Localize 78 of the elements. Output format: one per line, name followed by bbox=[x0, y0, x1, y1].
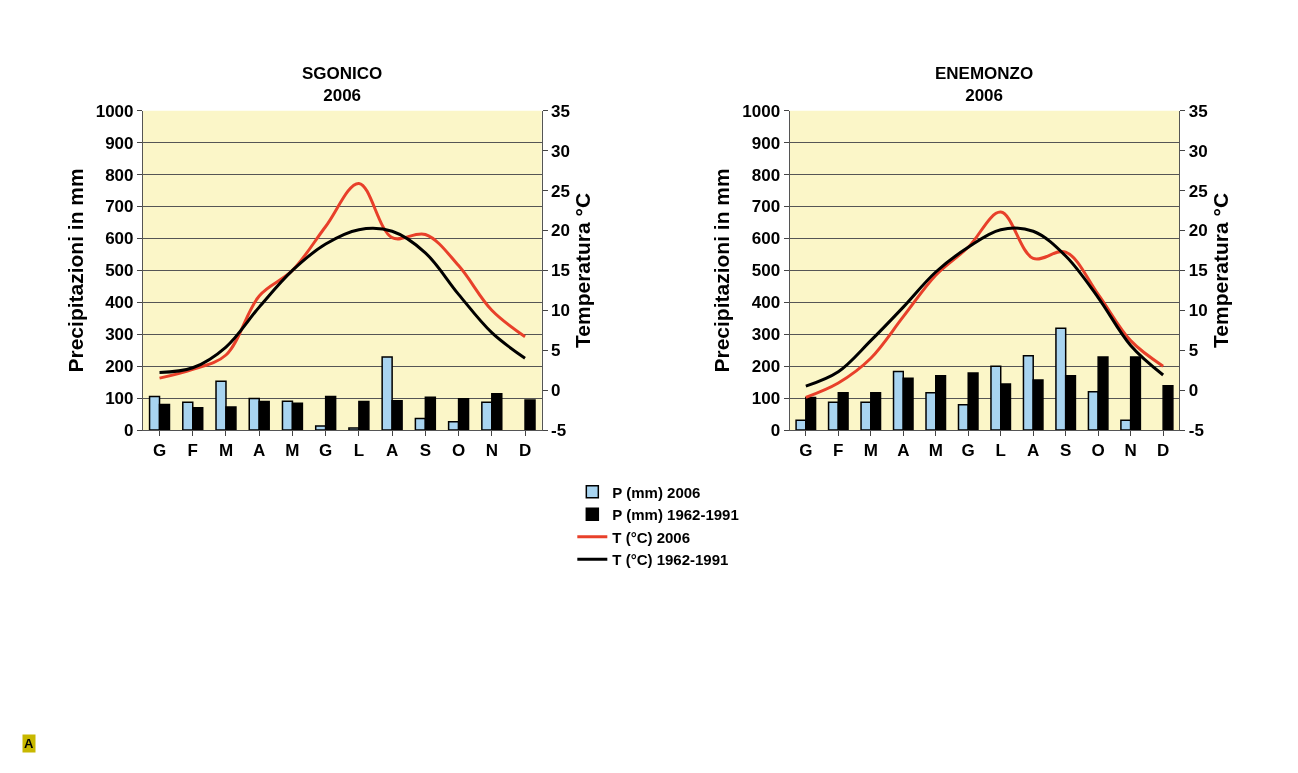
x-tick-label: G bbox=[152, 441, 167, 461]
x-tick-label: G bbox=[799, 441, 813, 461]
y-tick-label: 400 bbox=[751, 293, 781, 313]
y-tick-label: 600 bbox=[105, 229, 134, 249]
x-tick-label: O bbox=[1091, 441, 1105, 461]
legend-label: P (mm) 2006 bbox=[612, 483, 701, 501]
legend-label: T (°C) 1962-1991 bbox=[612, 551, 729, 569]
y-axis-title: Precipitazioni in mm bbox=[710, 168, 734, 373]
y-tick-label: 800 bbox=[751, 165, 781, 185]
x-tick-label: M bbox=[863, 441, 878, 461]
y2-tick-label: 35 bbox=[551, 101, 570, 121]
y-tick-label: 300 bbox=[751, 325, 781, 345]
legend-label: T (°C) 2006 bbox=[612, 528, 691, 546]
legend-label: P (mm) 1962-1991 bbox=[612, 506, 739, 524]
y-tick-label: 0 bbox=[770, 420, 781, 440]
y2-tick-label: 30 bbox=[551, 141, 570, 161]
y2-tick-label: 30 bbox=[1188, 141, 1208, 161]
x-tick-label: A bbox=[897, 441, 910, 461]
y2-tick-label: 5 bbox=[1188, 341, 1199, 361]
x-tick-label: S bbox=[1060, 441, 1072, 461]
y2-tick-label: 20 bbox=[1188, 221, 1208, 241]
y-tick-label: 100 bbox=[751, 389, 781, 409]
y2-tick-label: 25 bbox=[551, 181, 570, 201]
y-tick-label: 1000 bbox=[742, 101, 781, 121]
y-tick-label: 200 bbox=[105, 357, 134, 377]
bar bbox=[524, 399, 536, 431]
y-tick-label: 200 bbox=[751, 357, 781, 377]
y-tick-label: 800 bbox=[105, 165, 134, 185]
x-tick-label: F bbox=[833, 441, 844, 461]
x-tick-label: N bbox=[1124, 441, 1137, 461]
y-tick-label: 1000 bbox=[95, 101, 134, 121]
bar bbox=[1162, 384, 1174, 431]
y-tick-label: 600 bbox=[751, 229, 781, 249]
x-tick-label: D bbox=[1156, 441, 1170, 461]
x-tick-label: G bbox=[319, 441, 333, 461]
chart-title: ENEMONZO 2006 bbox=[935, 64, 1034, 106]
x-tick-label: L bbox=[353, 441, 365, 461]
y2-tick-label: 20 bbox=[551, 221, 570, 241]
x-tick-label: A bbox=[385, 441, 399, 461]
y2-tick-label: 15 bbox=[551, 261, 570, 281]
y-tick-label: 400 bbox=[105, 293, 134, 313]
y2-tick-label: 10 bbox=[1188, 301, 1208, 321]
x-tick-label: M bbox=[285, 441, 300, 461]
y-tick-label: 900 bbox=[751, 133, 781, 153]
y2-axis-title: Temperatura °C bbox=[1208, 192, 1232, 348]
y2-tick-label: -5 bbox=[551, 420, 567, 440]
chart-title: SGONICO 2006 bbox=[302, 64, 383, 106]
y2-tick-label: 35 bbox=[1188, 101, 1208, 121]
y2-tick-label: -5 bbox=[1188, 420, 1204, 440]
y-tick-label: 900 bbox=[105, 133, 134, 153]
x-tick-label: A bbox=[1027, 441, 1040, 461]
y2-axis-title: Temperatura °C bbox=[571, 192, 595, 348]
y2-tick-label: 0 bbox=[1188, 381, 1199, 401]
x-tick-label: M bbox=[218, 441, 234, 461]
y-tick-label: 0 bbox=[124, 420, 134, 440]
y2-tick-label: 25 bbox=[1188, 181, 1208, 201]
x-tick-label: A bbox=[253, 441, 266, 461]
y-tick-label: 100 bbox=[105, 389, 134, 409]
y-tick-label: 500 bbox=[105, 261, 134, 281]
y-axis-title: Precipitazioni in mm bbox=[63, 168, 87, 373]
x-tick-label: N bbox=[485, 441, 498, 461]
x-tick-label: M bbox=[928, 441, 943, 461]
y-tick-label: 500 bbox=[751, 261, 781, 281]
x-tick-label: O bbox=[451, 441, 466, 461]
y2-tick-label: 5 bbox=[551, 341, 561, 361]
y2-tick-label: 0 bbox=[551, 381, 561, 401]
x-tick-label: L bbox=[995, 441, 1006, 461]
y-tick-label: 300 bbox=[105, 325, 134, 345]
x-tick-label: D bbox=[518, 441, 532, 461]
text: A bbox=[24, 736, 34, 751]
x-tick-label: S bbox=[419, 441, 432, 461]
line-series bbox=[158, 181, 527, 380]
y-tick-label: 700 bbox=[105, 197, 134, 217]
x-tick-label: G bbox=[961, 441, 975, 461]
y2-tick-label: 15 bbox=[1188, 261, 1208, 281]
y2-tick-label: 10 bbox=[551, 301, 570, 321]
y-tick-label: 700 bbox=[751, 197, 781, 217]
x-tick-label: F bbox=[187, 441, 198, 461]
